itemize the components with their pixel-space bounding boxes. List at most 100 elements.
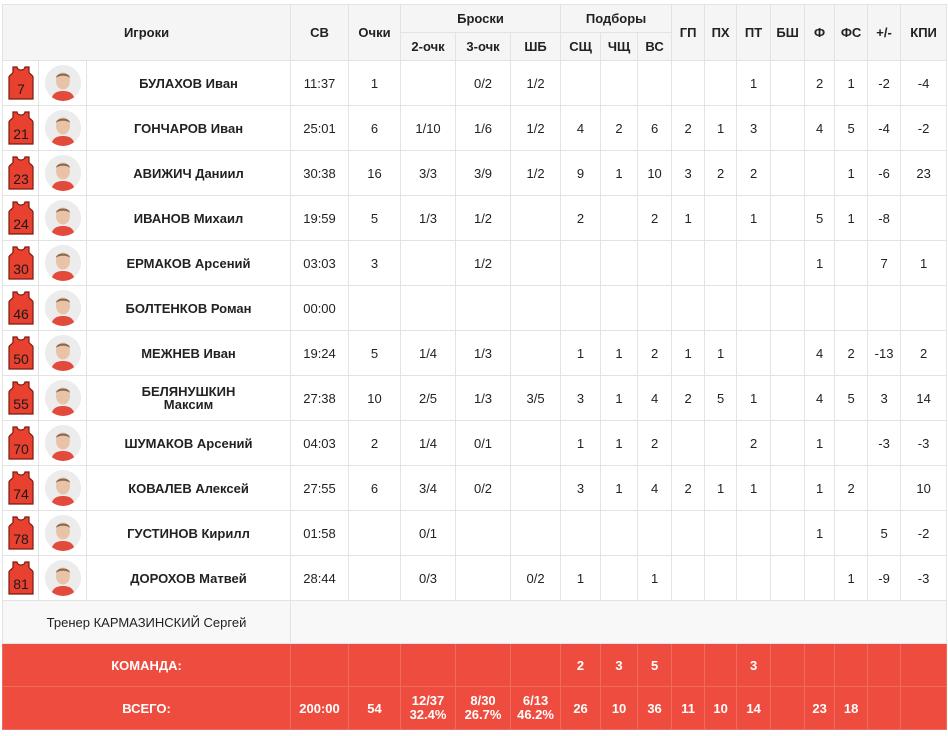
player-photo[interactable]	[44, 200, 81, 236]
photo-cell	[38, 150, 87, 196]
player-photo[interactable]	[44, 515, 81, 551]
player-total-rebounds	[637, 240, 673, 286]
player-fouls	[804, 285, 836, 331]
total-total-rebounds: 36	[637, 686, 673, 730]
player-total-rebounds: 1	[637, 555, 673, 601]
player-name[interactable]: МЕЖНЕВ Иван	[85, 330, 292, 376]
header-assists[interactable]: ГП	[671, 4, 706, 61]
header-off-rebounds[interactable]: ЧЩ	[600, 32, 639, 61]
player-steals	[704, 240, 738, 286]
player-total-rebounds	[637, 510, 673, 556]
player-fouls-drawn: 1	[834, 555, 869, 601]
player-photo[interactable]	[44, 470, 81, 506]
player-fouls-drawn	[834, 240, 869, 286]
total-label: ВСЕГО:	[1, 686, 292, 730]
player-points: 5	[348, 330, 402, 376]
header-shots: Броски	[400, 4, 562, 33]
header-total-rebounds[interactable]: ВС	[637, 32, 673, 61]
total-plus-minus	[867, 686, 902, 730]
player-row[interactable]: 23 АВИЖИЧ Даниил 30:38 16 3/3 3/9 1/2 9 1 10 3 2 2 1-…	[2, 150, 948, 196]
player-row[interactable]: 74 КОВАЛЕВ Алексей 27:55 6 3/4 0/2 3 1 4 2 1 1 1 2 10	[2, 465, 948, 511]
player-def-rebounds	[560, 510, 602, 556]
player-photo[interactable]	[44, 425, 81, 461]
player-off-rebounds	[600, 240, 639, 286]
player-name[interactable]: ЕРМАКОВ Арсений	[85, 240, 292, 286]
player-row[interactable]: 55 БЕЛЯНУШКИН Максим 27:38 10 2/5 1/3 3/5 3 1 4 2 5 1…	[2, 375, 948, 421]
player-name[interactable]: ШУМАКОВ Арсений	[85, 420, 292, 466]
player-plus-minus: -6	[867, 150, 902, 196]
total-time: 200:00	[290, 686, 350, 730]
player-free-throws: 0/2	[510, 555, 562, 601]
header-free-throws[interactable]: ШБ	[510, 32, 562, 61]
player-row[interactable]: 78 ГУСТИНОВ Кирилл 01:58 0/1 1 5 -2	[2, 510, 948, 556]
player-row[interactable]: 50 МЕЖНЕВ Иван 19:24 5 1/4 1/3 1 1 2 1 1 4 2 -13 2	[2, 330, 948, 376]
player-time: 03:03	[290, 240, 350, 286]
player-fouls: 5	[804, 195, 836, 241]
player-name[interactable]: АВИЖИЧ Даниил	[85, 150, 292, 196]
player-free-throws	[510, 510, 562, 556]
player-row[interactable]: 81 ДОРОХОВ Матвей 28:44 0/3 0/2 1 1 1 -9 -3	[2, 555, 948, 601]
player-name[interactable]: БОЛТЕНКОВ Роман	[85, 285, 292, 331]
header-fouls[interactable]: Ф	[804, 4, 836, 61]
player-photo[interactable]	[44, 560, 81, 596]
jersey-icon: 81	[7, 561, 34, 595]
player-photo[interactable]	[44, 380, 81, 416]
player-turnovers	[736, 510, 772, 556]
header-plus-minus[interactable]: +/-	[867, 4, 902, 61]
team-row: КОМАНДА: 2 3 5 3	[1, 643, 948, 687]
player-total-rebounds: 6	[637, 105, 673, 151]
header-blocks[interactable]: БШ	[770, 4, 806, 61]
header-players[interactable]: Игроки	[1, 4, 292, 61]
header-time[interactable]: СВ	[290, 4, 350, 61]
header-three-point[interactable]: 3-очк	[455, 32, 512, 61]
player-off-rebounds: 1	[600, 375, 639, 421]
player-steals: 5	[704, 375, 738, 421]
header-steals[interactable]: ПХ	[704, 4, 738, 61]
player-blocks	[770, 105, 806, 151]
total-three-pct: 26.7%	[464, 707, 502, 722]
player-blocks	[770, 150, 806, 196]
player-name[interactable]: ГУСТИНОВ Кирилл	[85, 510, 292, 556]
player-def-rebounds: 1	[560, 420, 602, 466]
header-two-point[interactable]: 2-очк	[400, 32, 457, 61]
header-turnovers[interactable]: ПТ	[736, 4, 772, 61]
player-photo[interactable]	[44, 335, 81, 371]
player-three-point: 1/3	[455, 330, 512, 376]
player-plus-minus: 7	[867, 240, 902, 286]
header-def-rebounds[interactable]: СЩ	[560, 32, 602, 61]
player-photo[interactable]	[44, 155, 81, 191]
player-photo[interactable]	[44, 65, 81, 101]
player-row[interactable]: 46 БОЛТЕНКОВ Роман 00:00	[2, 285, 948, 331]
player-row[interactable]: 7 БУЛАХОВ Иван 11:37 1 0/2 1/2 1 2 1 -2 -4	[2, 60, 948, 106]
header-points[interactable]: Очки	[348, 4, 402, 61]
player-time: 27:38	[290, 375, 350, 421]
player-efficiency: 2	[900, 330, 948, 376]
jersey-number: 23	[13, 171, 29, 187]
photo-cell	[38, 510, 87, 556]
jersey-cell: 24	[2, 195, 39, 241]
player-two-point	[400, 60, 457, 106]
player-name[interactable]: БУЛАХОВ Иван	[85, 60, 292, 106]
player-name[interactable]: ИВАНОВ Михаил	[85, 195, 292, 241]
header-fouls-drawn[interactable]: ФС	[834, 4, 869, 61]
player-assists: 1	[671, 330, 706, 376]
player-row[interactable]: 21 ГОНЧАРОВ Иван 25:01 6 1/10 1/6 1/2 4 2 6 2 1 3 4 5-…	[2, 105, 948, 151]
player-name[interactable]: КОВАЛЕВ Алексей	[85, 465, 292, 511]
player-photo[interactable]	[44, 290, 81, 326]
jersey-icon: 30	[7, 246, 34, 280]
player-name[interactable]: БЕЛЯНУШКИН Максим	[85, 375, 292, 421]
player-photo[interactable]	[44, 110, 81, 146]
photo-cell	[38, 555, 87, 601]
player-off-rebounds: 1	[600, 465, 639, 511]
player-name[interactable]: ГОНЧАРОВ Иван	[85, 105, 292, 151]
total-off-rebounds: 10	[600, 686, 639, 730]
player-turnovers	[736, 285, 772, 331]
player-row[interactable]: 24 ИВАНОВ Михаил 19:59 5 1/3 1/2 2 2 1 1 5 1 -8	[2, 195, 948, 241]
player-photo[interactable]	[44, 245, 81, 281]
photo-cell	[38, 195, 87, 241]
player-row[interactable]: 70 ШУМАКОВ Арсений 04:03 2 1/4 0/1 1 1 2 2 1 -3 -3	[2, 420, 948, 466]
header-efficiency[interactable]: КПИ	[900, 4, 948, 61]
player-row[interactable]: 30 ЕРМАКОВ Арсений 03:03 3 1/2 1 7 1	[2, 240, 948, 286]
player-name[interactable]: ДОРОХОВ Матвей	[85, 555, 292, 601]
player-efficiency: -3	[900, 420, 948, 466]
